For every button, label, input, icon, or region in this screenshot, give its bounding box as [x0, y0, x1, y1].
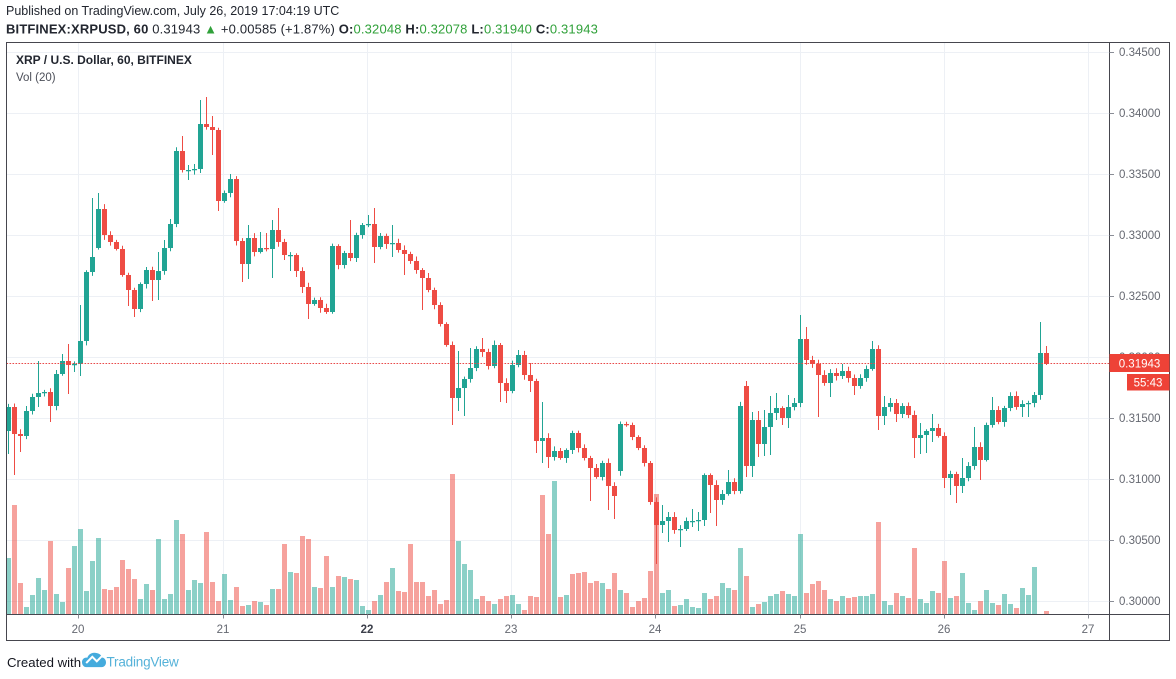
svg-text:26: 26	[938, 624, 951, 636]
svg-text:25: 25	[794, 624, 807, 636]
svg-text:0.34000: 0.34000	[1119, 108, 1161, 120]
svg-text:24: 24	[649, 624, 662, 636]
svg-text:0.33500: 0.33500	[1119, 169, 1161, 181]
svg-text:0.31000: 0.31000	[1119, 474, 1161, 486]
svg-text:TradingView: TradingView	[107, 655, 180, 670]
svg-text:0.31500: 0.31500	[1119, 413, 1161, 425]
svg-text:21: 21	[217, 624, 230, 636]
svg-text:55:43: 55:43	[1134, 378, 1163, 390]
svg-text:0.34500: 0.34500	[1119, 47, 1161, 59]
svg-text:0.30000: 0.30000	[1119, 596, 1161, 608]
svg-text:0.32500: 0.32500	[1119, 291, 1161, 303]
svg-text:Vol (20): Vol (20)	[16, 72, 56, 84]
svg-text:BITFINEX:XRPUSD, 60 0.31943 ▲: BITFINEX:XRPUSD, 60 0.31943 ▲ +0.00585 (…	[6, 22, 598, 37]
svg-text:XRP / U.S. Dollar, 60, BITFINE: XRP / U.S. Dollar, 60, BITFINEX	[16, 53, 192, 67]
svg-text:0.30500: 0.30500	[1119, 535, 1161, 547]
svg-text:23: 23	[505, 624, 518, 636]
svg-text:Published on TradingView.com,: Published on TradingView.com, July 26, 2…	[6, 4, 339, 18]
svg-text:20: 20	[72, 624, 85, 636]
svg-text:27: 27	[1082, 624, 1095, 636]
svg-text:22: 22	[361, 624, 374, 636]
svg-text:Created with: Created with	[7, 655, 81, 670]
svg-text:0.31943: 0.31943	[1119, 359, 1161, 371]
svg-text:0.33000: 0.33000	[1119, 230, 1161, 242]
